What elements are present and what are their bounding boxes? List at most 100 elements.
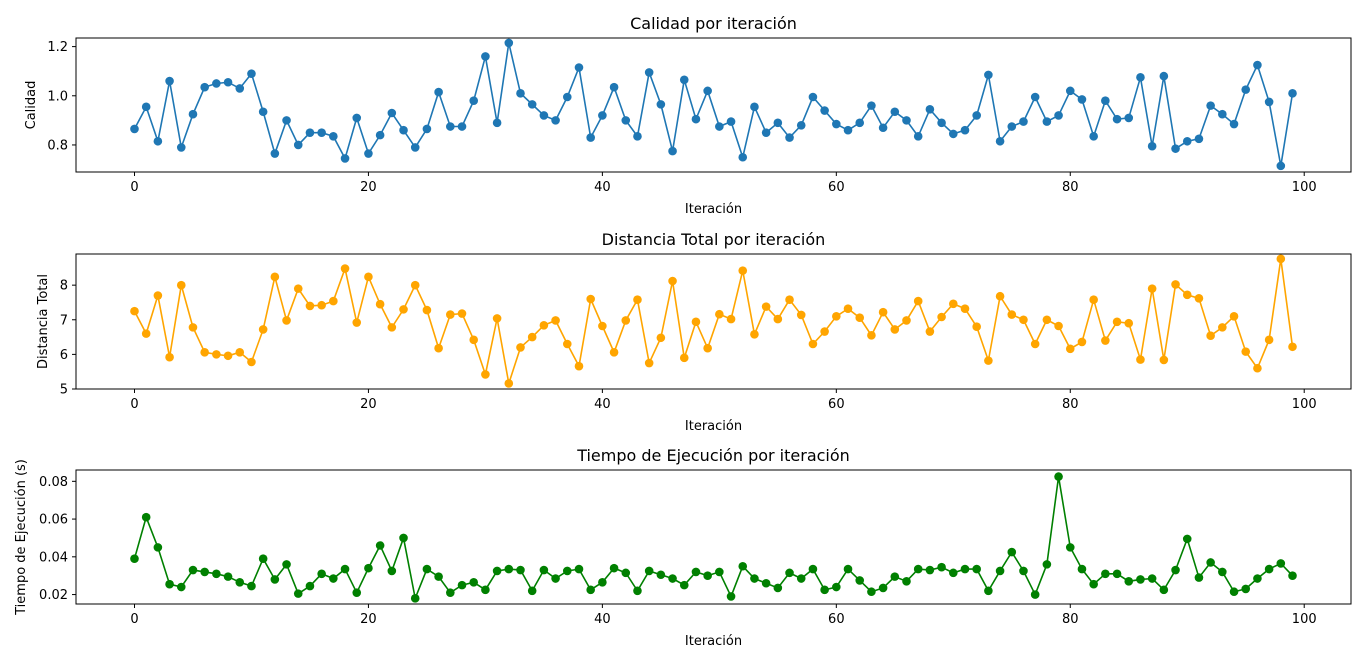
data-point bbox=[1241, 347, 1251, 356]
data-point bbox=[902, 316, 911, 325]
data-point bbox=[1276, 254, 1286, 264]
data-point bbox=[1054, 472, 1063, 481]
data-point bbox=[492, 314, 502, 323]
data-point bbox=[551, 116, 560, 125]
data-point bbox=[457, 309, 467, 318]
data-point bbox=[282, 116, 291, 125]
data-point bbox=[153, 136, 163, 146]
series-line bbox=[133, 42, 1294, 166]
data-point bbox=[960, 125, 970, 135]
series-line bbox=[133, 476, 1294, 602]
data-point bbox=[948, 129, 958, 139]
data-point bbox=[1007, 547, 1017, 557]
data-point bbox=[340, 564, 350, 574]
data-point bbox=[609, 563, 619, 573]
data-point bbox=[165, 579, 174, 589]
data-point bbox=[843, 564, 853, 574]
data-point bbox=[1218, 323, 1227, 332]
y-tick-label: 0.04 bbox=[39, 550, 68, 565]
data-point bbox=[878, 307, 888, 317]
data-point bbox=[516, 343, 525, 352]
data-point bbox=[738, 266, 748, 275]
x-tick-label: 40 bbox=[594, 180, 611, 195]
data-point bbox=[1065, 344, 1075, 354]
data-point bbox=[761, 128, 771, 137]
data-point bbox=[1264, 97, 1274, 107]
data-point bbox=[937, 312, 946, 322]
x-tick-label: 40 bbox=[594, 612, 611, 627]
data-point bbox=[1101, 336, 1110, 345]
data-point bbox=[1206, 558, 1215, 567]
data-point bbox=[223, 572, 233, 581]
data-point bbox=[679, 353, 689, 363]
data-point bbox=[293, 284, 303, 293]
subplot-title: Calidad por iteración bbox=[630, 14, 797, 33]
data-point bbox=[457, 122, 467, 131]
data-point bbox=[668, 574, 677, 583]
data-point bbox=[586, 133, 595, 142]
data-point bbox=[258, 325, 268, 334]
data-point bbox=[1229, 587, 1239, 597]
data-point bbox=[644, 68, 654, 77]
data-point bbox=[364, 272, 373, 282]
data-point bbox=[972, 564, 981, 574]
data-point bbox=[855, 118, 865, 128]
data-point bbox=[516, 89, 525, 98]
data-point bbox=[890, 107, 900, 117]
data-point bbox=[1194, 573, 1204, 582]
data-point bbox=[656, 570, 666, 580]
y-tick-label: 6 bbox=[60, 348, 68, 363]
data-point bbox=[130, 306, 139, 316]
y-tick-label: 0.06 bbox=[39, 513, 68, 528]
y-tick-label: 5 bbox=[60, 383, 68, 398]
data-point bbox=[329, 296, 338, 306]
data-point bbox=[551, 574, 560, 583]
x-axis-label: Iteración bbox=[685, 419, 742, 434]
x-tick-label: 100 bbox=[1292, 397, 1317, 412]
data-point bbox=[434, 572, 443, 581]
data-point bbox=[1218, 109, 1227, 119]
data-point bbox=[1276, 559, 1286, 568]
data-point bbox=[258, 554, 268, 564]
data-point bbox=[1264, 335, 1274, 345]
data-point bbox=[223, 351, 233, 361]
data-point bbox=[1171, 280, 1180, 289]
data-point bbox=[644, 358, 654, 368]
data-point bbox=[1042, 117, 1052, 126]
data-point bbox=[633, 586, 642, 596]
data-point bbox=[1124, 318, 1134, 328]
data-point bbox=[726, 592, 736, 601]
data-point bbox=[212, 79, 221, 88]
data-point bbox=[796, 120, 806, 130]
series-line bbox=[133, 258, 1294, 384]
data-point bbox=[1136, 575, 1145, 584]
data-point bbox=[457, 580, 467, 590]
data-point bbox=[1054, 321, 1063, 331]
data-point bbox=[773, 583, 783, 593]
data-point bbox=[773, 314, 783, 324]
data-point bbox=[621, 316, 631, 325]
x-tick-label: 80 bbox=[1062, 180, 1079, 195]
subplot-2: Distancia Total por iteración 0 20 40 60 80 10… bbox=[36, 230, 1352, 434]
data-point bbox=[878, 583, 888, 593]
data-point bbox=[1218, 567, 1227, 577]
x-tick-label: 60 bbox=[828, 612, 845, 627]
data-point bbox=[656, 100, 666, 109]
data-point bbox=[153, 291, 163, 300]
data-point bbox=[1253, 574, 1262, 583]
data-point bbox=[785, 133, 794, 142]
data-point bbox=[574, 361, 584, 371]
y-tick-label: 0.8 bbox=[47, 138, 68, 153]
data-point bbox=[925, 565, 935, 575]
x-tick-label: 80 bbox=[1062, 612, 1079, 627]
y-tick-label: 1.2 bbox=[47, 40, 68, 55]
data-point bbox=[1253, 60, 1262, 70]
data-point bbox=[200, 567, 209, 577]
data-point bbox=[644, 566, 654, 576]
data-point bbox=[995, 566, 1005, 576]
data-point bbox=[1194, 294, 1204, 303]
data-point bbox=[867, 331, 876, 340]
data-point bbox=[1194, 134, 1204, 144]
data-point bbox=[1159, 355, 1169, 365]
data-point bbox=[808, 92, 818, 102]
